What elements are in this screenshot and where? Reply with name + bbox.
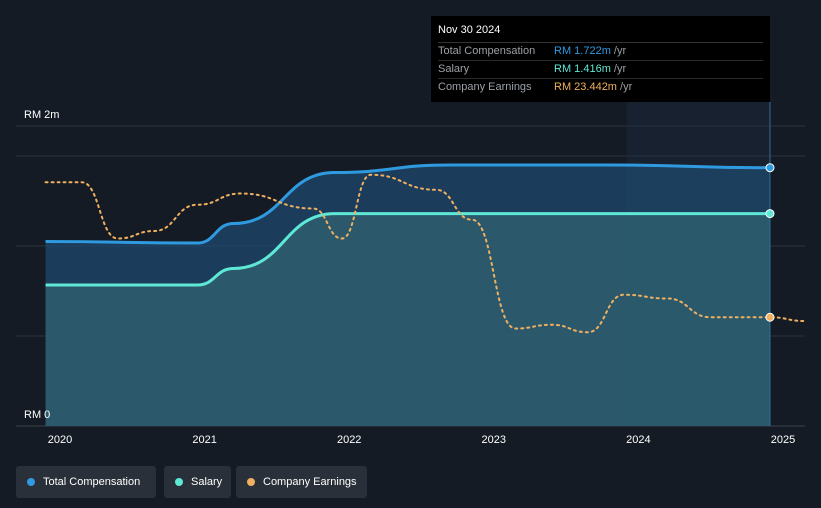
tooltip-label: Total Compensation <box>438 45 536 57</box>
company-earnings-dot-icon <box>247 478 255 486</box>
tooltip-value: RM 1.722m <box>554 45 611 57</box>
tooltip-date: Nov 30 2024 <box>438 23 763 43</box>
tooltip-unit: /yr <box>610 63 627 75</box>
x-tick-label: 2022 <box>337 434 361 446</box>
tooltip-label: Company Earnings <box>438 81 532 93</box>
legend-label: Company Earnings <box>263 476 357 488</box>
legend-company-earnings[interactable]: Company Earnings <box>236 466 367 498</box>
tooltip-value: RM 23.442m <box>554 81 617 93</box>
salary-area <box>45 213 770 426</box>
total-compensation-dot-icon <box>27 478 35 486</box>
legend-label: Total Compensation <box>43 476 141 488</box>
x-tick-label: 2020 <box>48 434 72 446</box>
x-tick-label: 2023 <box>482 434 506 446</box>
y-axis-label-bottom: RM 0 <box>24 409 50 421</box>
total-compensation-point <box>765 163 775 173</box>
tooltip-label: Salary <box>438 63 470 75</box>
total-compensation-line <box>45 163 770 245</box>
tooltip-unit: /yr <box>610 45 627 57</box>
x-tick-label: 2021 <box>192 434 216 446</box>
tooltip-row-total-compensation: Total Compensation RM 1.722m /yr <box>438 43 763 61</box>
tooltip-row-company-earnings: Company Earnings RM 23.442m /yr <box>438 79 763 96</box>
x-tick-label: 2025 <box>771 434 795 446</box>
legend-total-compensation[interactable]: Total Compensation <box>16 466 156 498</box>
legend-label: Salary <box>191 476 223 488</box>
salary-line <box>45 212 770 287</box>
tooltip-row-salary: Salary RM 1.416m /yr <box>438 61 763 79</box>
company-earnings-line <box>44 173 806 334</box>
tooltip-value: RM 1.416m <box>554 63 611 75</box>
tooltip-panel: Nov 30 2024 Total Compensation RM 1.722m… <box>431 16 770 102</box>
salary-dot-icon <box>175 478 183 486</box>
salary-point <box>765 209 775 219</box>
company-earnings-point <box>765 312 775 322</box>
x-tick-label: 2024 <box>626 434 650 446</box>
tooltip-unit: /yr <box>616 81 633 93</box>
y-axis-label-top: RM 2m <box>24 109 59 121</box>
legend-salary[interactable]: Salary <box>164 466 231 498</box>
